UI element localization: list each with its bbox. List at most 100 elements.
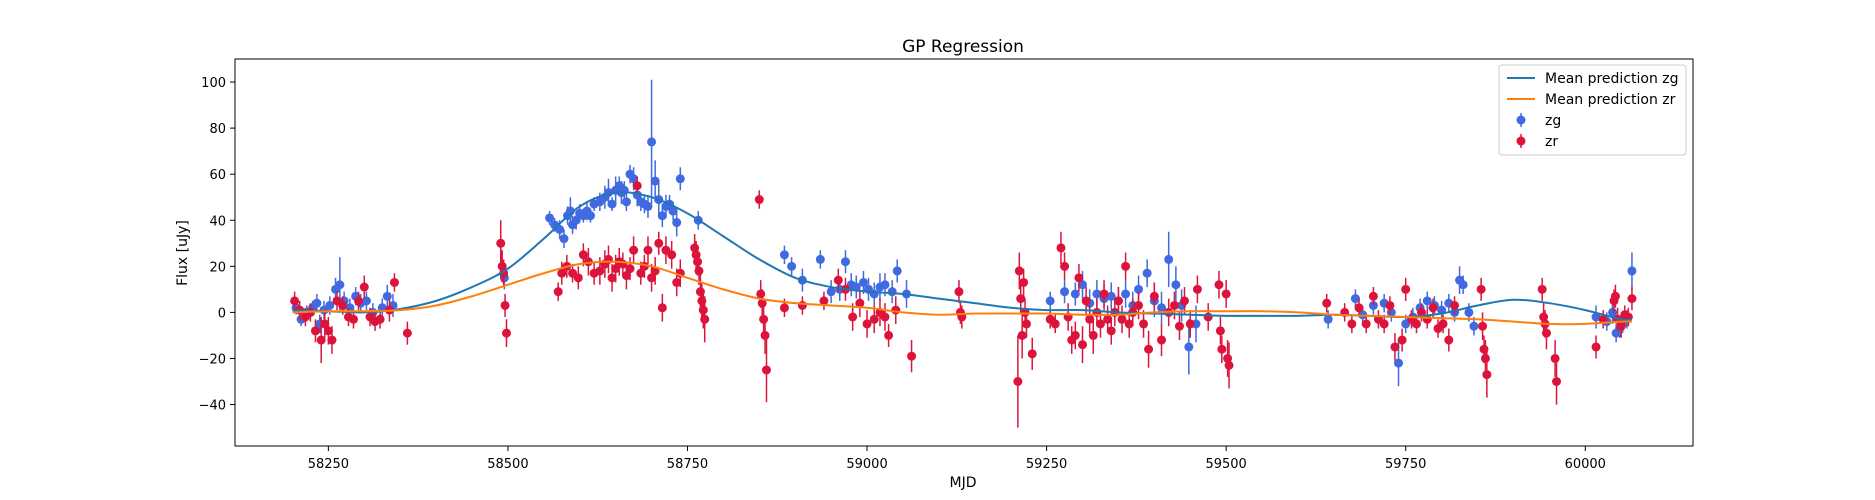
zr-datapoint [389, 273, 399, 292]
zg-point [361, 296, 371, 306]
zr-point [316, 335, 326, 345]
zr-point [354, 296, 364, 306]
zr-point [1185, 319, 1195, 329]
zg-point [643, 201, 653, 211]
zg-point [779, 250, 789, 260]
zr-point [327, 335, 337, 345]
zg-point [887, 287, 897, 297]
zg-datapoint [607, 197, 617, 212]
zg-datapoint [559, 229, 569, 248]
zr-datapoint [1361, 314, 1371, 334]
series-zr [290, 176, 1637, 428]
zr-point [1223, 353, 1233, 363]
zr-datapoint [1078, 326, 1088, 364]
zg-point [1608, 307, 1618, 317]
zr-datapoint [654, 231, 664, 255]
zg-datapoint [1121, 280, 1131, 308]
zg-point [1350, 294, 1360, 304]
zr-datapoint [862, 310, 872, 338]
mean-prediction-zr-line [292, 260, 1632, 326]
zr-point [1361, 319, 1371, 329]
legend: Mean prediction zg Mean prediction zr zg… [1498, 64, 1687, 156]
zg-datapoint [1591, 305, 1601, 329]
zr-point [1379, 319, 1389, 329]
zr-point [611, 264, 621, 274]
zg-point [382, 291, 392, 301]
zg-point [1092, 289, 1102, 299]
zr-point [553, 287, 563, 297]
zg-point [571, 215, 581, 225]
zr-point [1610, 291, 1620, 301]
zg-datapoint [779, 245, 789, 265]
zr-point [1428, 303, 1438, 313]
zr-point [1221, 289, 1231, 299]
zr-datapoint [1099, 280, 1109, 308]
zr-datapoint [1397, 328, 1407, 352]
zr-point [1016, 294, 1026, 304]
zg-point [1078, 280, 1088, 290]
zr-datapoint [1550, 340, 1560, 377]
zr-point [819, 296, 829, 306]
zr-point [1013, 377, 1023, 386]
zr-point [1322, 298, 1332, 308]
zr-datapoint [907, 340, 917, 373]
zr-point [607, 273, 617, 283]
zr-point [691, 250, 701, 260]
zr-datapoint [1157, 323, 1167, 357]
zg-datapoint [787, 257, 797, 276]
zr-point [1070, 330, 1080, 340]
zr-datapoint [1060, 252, 1070, 281]
zr-point [757, 298, 767, 308]
legend-box [1498, 64, 1687, 156]
zg-point [1070, 289, 1080, 299]
zg-point [1106, 291, 1116, 301]
zg-datapoint [1184, 319, 1194, 375]
zr-datapoint [1223, 340, 1233, 377]
y-tick-label: −20 [199, 352, 226, 367]
zr-datapoint [1591, 335, 1601, 359]
y-tick-label: 40 [209, 214, 226, 229]
zr-datapoint [1013, 335, 1023, 428]
zr-point [1179, 296, 1189, 306]
zg-point [880, 280, 890, 290]
zg-datapoint [672, 208, 682, 237]
x-axis-label: MJD [950, 475, 977, 491]
x-tick-label: 58500 [487, 457, 528, 472]
zr-datapoint [1139, 310, 1149, 338]
zr-point [1215, 326, 1225, 336]
zr-point [1157, 335, 1167, 345]
zg-point [1394, 358, 1404, 368]
zg-datapoint [1045, 291, 1055, 311]
zr-point [1139, 319, 1149, 329]
zr-point [1027, 349, 1037, 359]
zr-point [1099, 289, 1109, 299]
zr-point [647, 273, 657, 283]
zr-point [310, 326, 320, 336]
zr-point [779, 303, 789, 313]
zr-datapoint [1149, 282, 1159, 311]
zr-datapoint [1444, 328, 1454, 352]
zr-point [1103, 314, 1113, 324]
legend-point [1516, 115, 1526, 125]
zr-datapoint [625, 257, 635, 281]
zr-datapoint [402, 321, 412, 345]
zr-point [1627, 294, 1637, 304]
zg-datapoint [1171, 266, 1181, 304]
zr-point [1014, 266, 1024, 276]
zg-point [1627, 266, 1637, 276]
zr-datapoint [1021, 310, 1031, 338]
zg-point [629, 174, 639, 184]
zr-point [1368, 291, 1378, 301]
zr-datapoint [1113, 287, 1123, 315]
zg-point [559, 234, 569, 244]
zr-datapoint [1019, 268, 1029, 297]
zr-datapoint [1144, 330, 1154, 368]
zr-datapoint [1385, 296, 1395, 315]
zr-datapoint [1482, 351, 1492, 398]
zr-datapoint [1106, 317, 1116, 345]
zr-point [667, 250, 677, 260]
zr-point [1121, 261, 1131, 271]
zr-datapoint [1537, 277, 1547, 301]
zr-datapoint [1050, 314, 1060, 334]
